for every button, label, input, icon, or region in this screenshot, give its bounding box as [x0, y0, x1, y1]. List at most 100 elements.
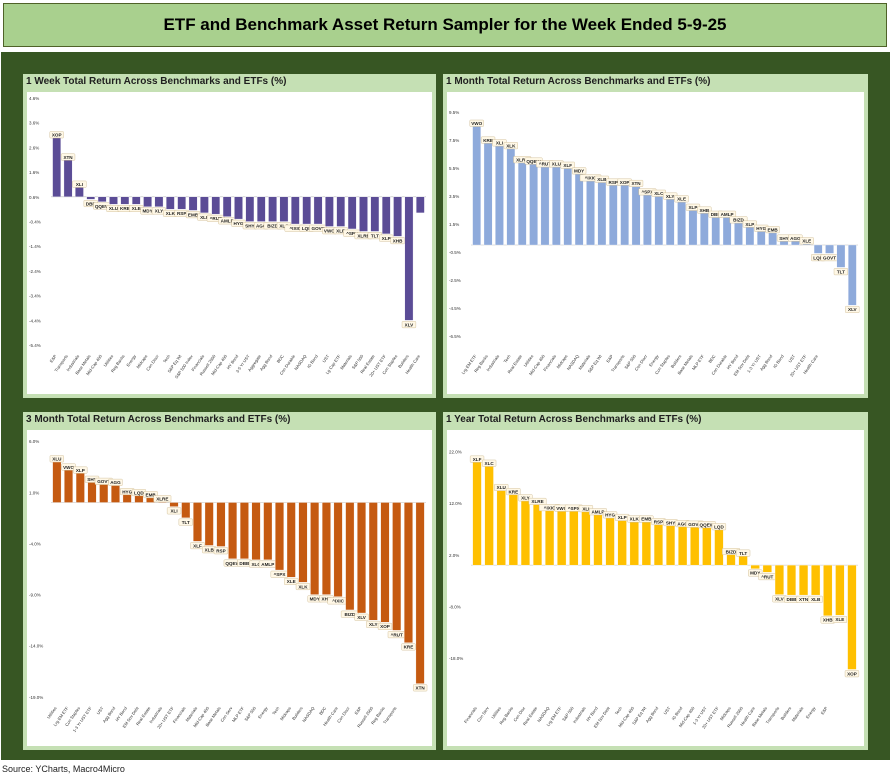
bar — [711, 216, 720, 246]
data-label: XLP — [745, 222, 754, 227]
bar — [368, 502, 378, 621]
data-label-box — [213, 547, 229, 555]
bar — [643, 194, 652, 246]
bar — [835, 564, 845, 616]
bar — [472, 125, 481, 246]
data-label-box — [833, 268, 849, 276]
y-tick-label: 5.5% — [449, 166, 459, 171]
data-label: XLY — [155, 209, 164, 214]
bar — [193, 502, 202, 542]
data-label: XLC — [654, 191, 664, 196]
bar — [774, 564, 784, 595]
bar — [609, 184, 618, 246]
data-label: XLE — [835, 617, 844, 622]
bar — [370, 196, 380, 232]
data-label-box — [765, 226, 780, 234]
data-label-box — [528, 497, 547, 505]
data-label: XLB — [597, 177, 607, 182]
bar — [823, 564, 833, 616]
bar — [569, 510, 579, 566]
data-label: GOVT — [823, 255, 836, 260]
data-label: HYG — [756, 226, 766, 231]
data-label: TLT — [739, 551, 747, 556]
x-tick-label: MLP ETF — [231, 705, 245, 723]
x-tick-label: MLP ETF — [691, 353, 705, 371]
data-label: TLT — [371, 233, 379, 238]
bar — [393, 196, 402, 237]
data-label: XLC — [485, 461, 495, 466]
data-label: RSP — [609, 180, 618, 185]
data-label: XLP — [688, 205, 697, 210]
bar — [677, 201, 686, 246]
data-label: ^IXIC — [585, 176, 597, 181]
data-label: XHB — [393, 238, 403, 243]
bar — [813, 244, 823, 254]
data-label: XLY — [369, 622, 378, 627]
x-tick-label: Tech — [614, 705, 624, 716]
data-label: XHB — [699, 208, 709, 213]
x-tick-label: BDC — [707, 354, 716, 364]
data-label-box — [469, 455, 485, 463]
x-tick-label: Utilities — [46, 706, 58, 720]
data-label: KRE — [508, 489, 518, 494]
bar — [177, 196, 186, 210]
data-label-box — [494, 484, 509, 491]
bar — [336, 196, 346, 227]
data-label-box — [799, 237, 814, 245]
data-label: ^SPX — [346, 231, 359, 236]
data-label: XTN — [416, 686, 426, 691]
data-label: KRE — [483, 138, 493, 143]
bar — [143, 196, 152, 207]
bar — [757, 230, 766, 246]
bar — [380, 502, 390, 623]
bar — [496, 490, 506, 566]
bar — [483, 142, 493, 246]
bar — [357, 502, 366, 614]
data-label: TLT — [182, 520, 190, 525]
y-tick-label: -0.4% — [29, 220, 41, 225]
data-label: XLP — [382, 236, 391, 241]
bar — [166, 196, 175, 210]
data-label: XLE — [677, 197, 686, 202]
data-label: EMB — [768, 227, 779, 232]
bar — [381, 196, 391, 235]
data-label: XLF — [193, 543, 202, 548]
data-label: ^SPX — [641, 190, 654, 195]
data-label-box — [108, 478, 123, 486]
x-tick-label: S&P 500 — [243, 705, 257, 722]
data-label: HYG — [605, 513, 615, 518]
bar — [836, 244, 846, 268]
data-label-box — [808, 595, 823, 603]
bar — [263, 502, 273, 560]
bar — [333, 502, 343, 597]
bar — [169, 502, 179, 507]
data-label: XLU — [52, 457, 62, 462]
bar — [641, 521, 651, 566]
x-tick-label: UST — [96, 705, 105, 715]
data-label: SHY — [779, 236, 788, 241]
data-label: SHY — [666, 520, 675, 525]
data-label: VWO — [556, 506, 567, 511]
data-label: AMLP — [721, 212, 734, 217]
y-tick-label: 1.6% — [29, 170, 39, 175]
bar — [268, 196, 277, 222]
bar — [302, 196, 311, 225]
x-tick-label: IG Bond — [772, 353, 785, 369]
data-label: DBB — [711, 212, 722, 217]
data-label: BIZD — [726, 549, 737, 554]
x-tick-label: BDC — [318, 706, 327, 716]
data-label: XOP — [620, 180, 630, 185]
bar — [738, 555, 748, 566]
bar — [520, 500, 530, 566]
data-label: XLC — [279, 224, 289, 229]
bar — [545, 510, 555, 566]
data-label: XLI — [170, 509, 177, 514]
data-label: XLI — [582, 506, 589, 511]
data-label: VWO — [63, 465, 74, 470]
bar — [286, 502, 296, 578]
bar — [605, 517, 615, 566]
y-tick-label: -2.4% — [29, 269, 41, 274]
bar — [154, 196, 164, 207]
y-tick-label: -9.0% — [29, 593, 41, 598]
data-label: VWO — [324, 228, 335, 233]
